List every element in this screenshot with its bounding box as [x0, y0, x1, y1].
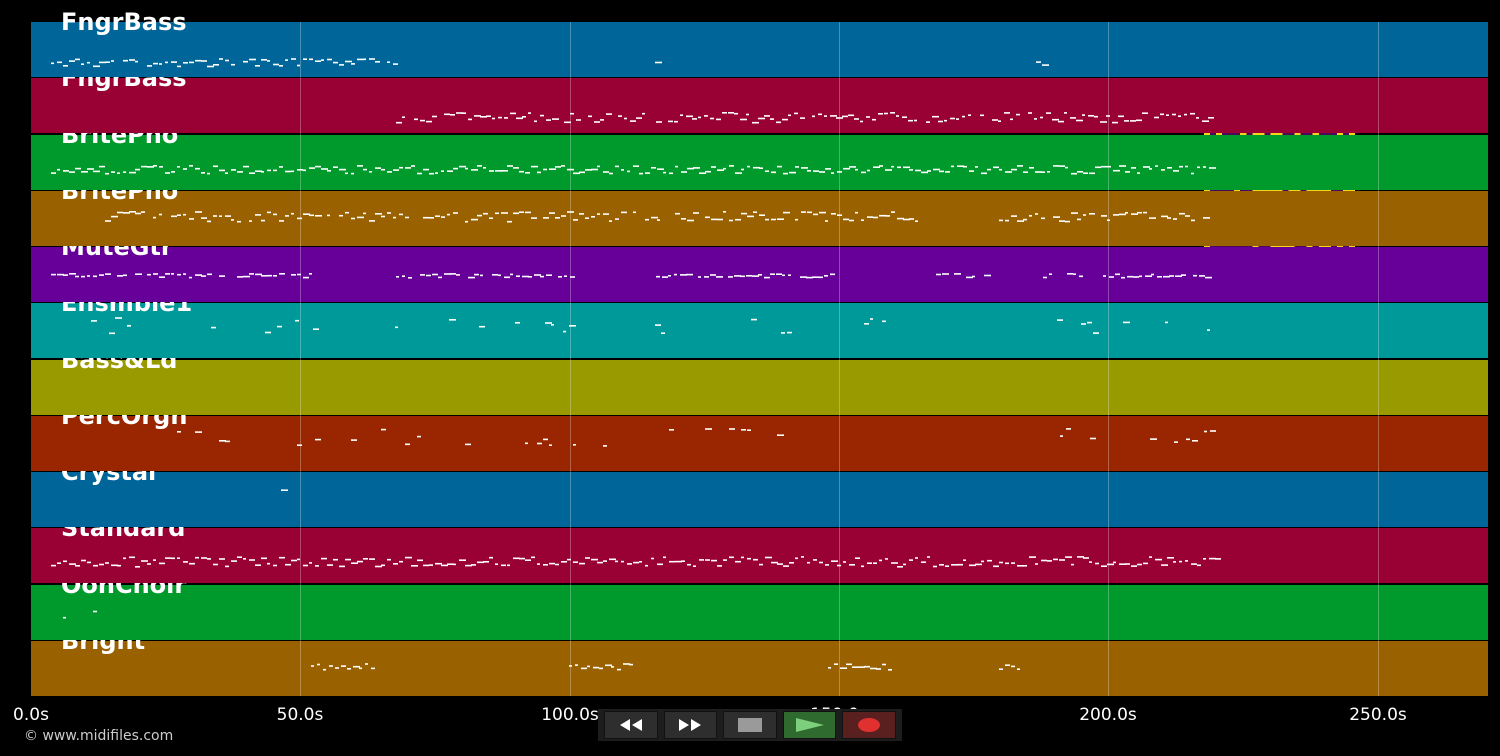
track-lane[interactable]: Standard — [31, 514, 1488, 584]
note-events — [281, 489, 288, 491]
track-lane[interactable]: BritePno — [31, 121, 1488, 190]
note-events — [51, 556, 1221, 568]
rewind-icon — [619, 719, 642, 731]
track-lane[interactable]: FngrBass — [31, 8, 1488, 77]
note-events — [91, 317, 1210, 335]
grid-line — [1378, 22, 1379, 696]
track-lane[interactable]: Bass&Ld — [31, 346, 1488, 415]
note-events — [396, 112, 1214, 124]
time-tick-label: 100.0s — [541, 705, 599, 725]
note-events — [177, 427, 1216, 447]
track-lane[interactable]: BritePno — [31, 177, 1488, 246]
grid-line — [1108, 22, 1109, 696]
stop-button[interactable] — [723, 711, 777, 739]
fast-forward-icon — [679, 719, 702, 731]
note-events — [105, 210, 1210, 223]
grid-line — [839, 22, 840, 696]
track-name: FngrBass — [61, 8, 187, 36]
time-tick-label: 200.0s — [1079, 705, 1137, 725]
grid-line — [570, 22, 571, 696]
time-tick-label: 250.0s — [1349, 705, 1407, 725]
track-lane[interactable]: MuteGtr — [31, 233, 1488, 302]
note-events — [51, 58, 1049, 68]
track-lane[interactable]: OohChoir — [31, 571, 1488, 640]
note-events — [311, 662, 1020, 671]
note-events — [31, 360, 1488, 415]
note-events — [63, 610, 97, 618]
rewind-button[interactable] — [604, 711, 658, 739]
track-lane[interactable]: Crystal — [31, 458, 1488, 527]
note-events — [51, 273, 1212, 279]
note-events — [51, 164, 1216, 174]
track-lane[interactable]: Bright — [31, 627, 1488, 696]
time-tick-label: 0.0s — [13, 705, 49, 725]
track-lane[interactable]: PercOrgn — [31, 402, 1488, 471]
track-lane[interactable]: FngrBass — [31, 64, 1488, 134]
stop-icon — [737, 718, 762, 732]
play-icon — [795, 718, 824, 732]
time-tick-label: 50.0s — [276, 705, 324, 725]
track-lanes: FngrBass FngrBass BritePno BritePno MuteGtr E… — [31, 8, 1488, 696]
fast-forward-button[interactable] — [663, 711, 718, 739]
record-button[interactable] — [842, 711, 896, 739]
copyright-text: © www.midifiles.com — [24, 728, 174, 744]
record-icon — [858, 718, 881, 732]
track-lane[interactable]: Ensmble1 — [31, 289, 1488, 359]
grid-line — [300, 22, 301, 696]
transport-bar — [598, 709, 902, 741]
play-button[interactable] — [782, 711, 837, 739]
